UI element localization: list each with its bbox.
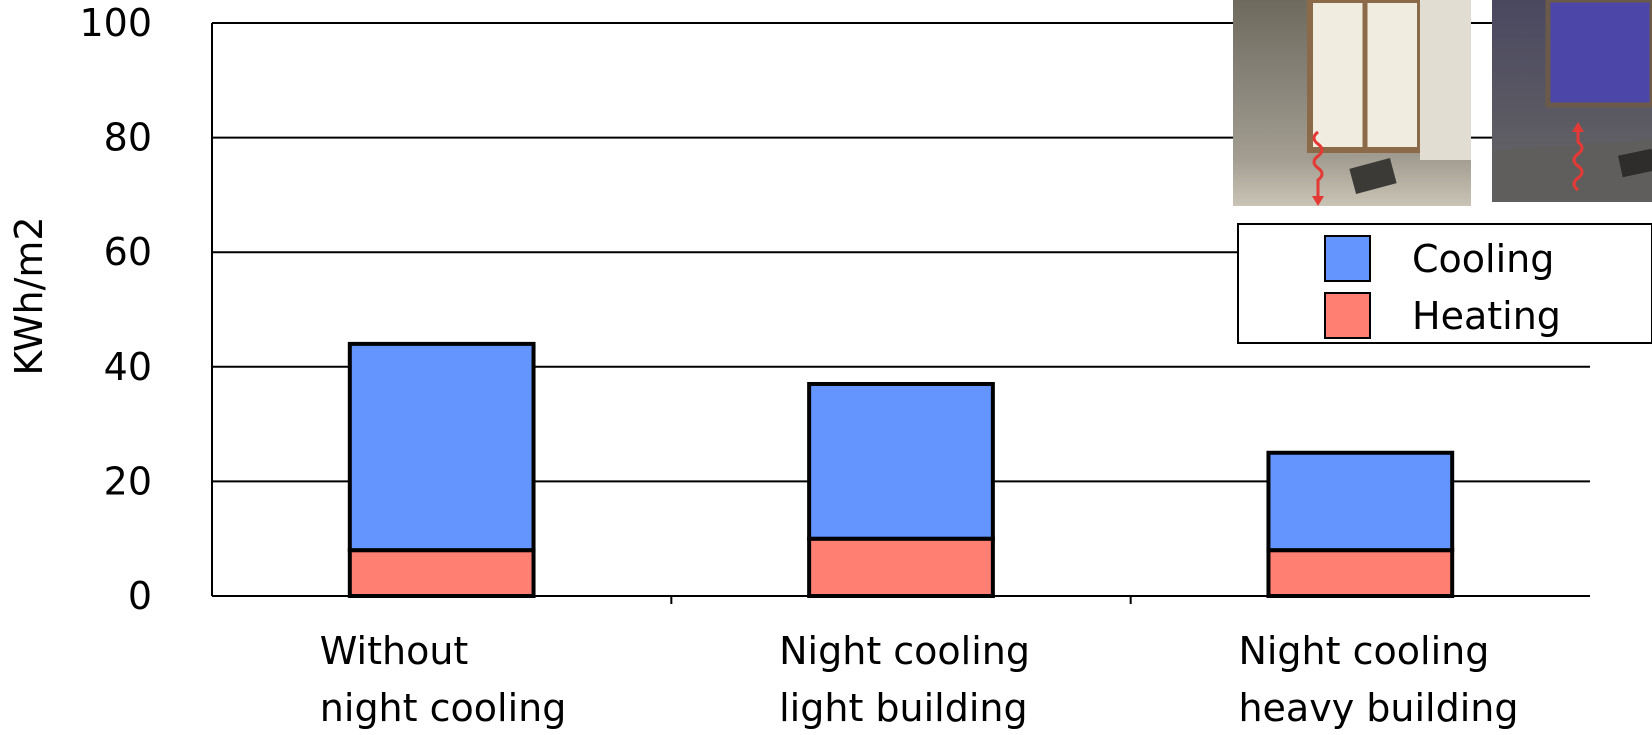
category-label: Without	[320, 629, 469, 673]
bar-cooling-3	[1266, 450, 1455, 553]
arrow-up-icon	[1572, 128, 1584, 192]
room-daytime-photo	[1233, 0, 1471, 206]
legend-swatch-cooling	[1324, 235, 1371, 282]
legend-label-cooling: Cooling	[1412, 237, 1554, 281]
legend: Cooling Heating	[1237, 223, 1652, 344]
legend-label-heating: Heating	[1412, 294, 1561, 338]
y-tick-label: 60	[104, 230, 152, 274]
arrow-down-icon	[1312, 130, 1324, 198]
category-label: heavy building	[1238, 686, 1518, 730]
category-label: light building	[779, 686, 1028, 730]
bar-cooling-1	[347, 341, 536, 553]
bar-heating-2	[807, 536, 995, 599]
y-tick-labels: 0 20 40 60 80 100	[79, 1, 152, 618]
category-label: night cooling	[320, 686, 567, 730]
bars	[347, 341, 1455, 599]
legend-swatch-heating	[1324, 292, 1371, 339]
category-label: Night cooling	[1238, 629, 1489, 673]
y-axis-label: KWh/m2	[7, 216, 51, 375]
y-tick-label: 40	[104, 345, 152, 389]
y-tick-label: 0	[128, 574, 152, 618]
bar-heating-3	[1266, 548, 1455, 598]
bar-cooling-2	[807, 381, 995, 541]
bar-heating-1	[347, 548, 536, 598]
y-tick-label: 100	[79, 1, 152, 45]
y-tick-label: 20	[104, 459, 152, 503]
y-tick-label: 80	[104, 116, 152, 160]
category-label: Night cooling	[779, 629, 1030, 673]
room-night-photo	[1492, 0, 1652, 202]
category-labels: Without night cooling Night cooling light b…	[320, 629, 1519, 730]
